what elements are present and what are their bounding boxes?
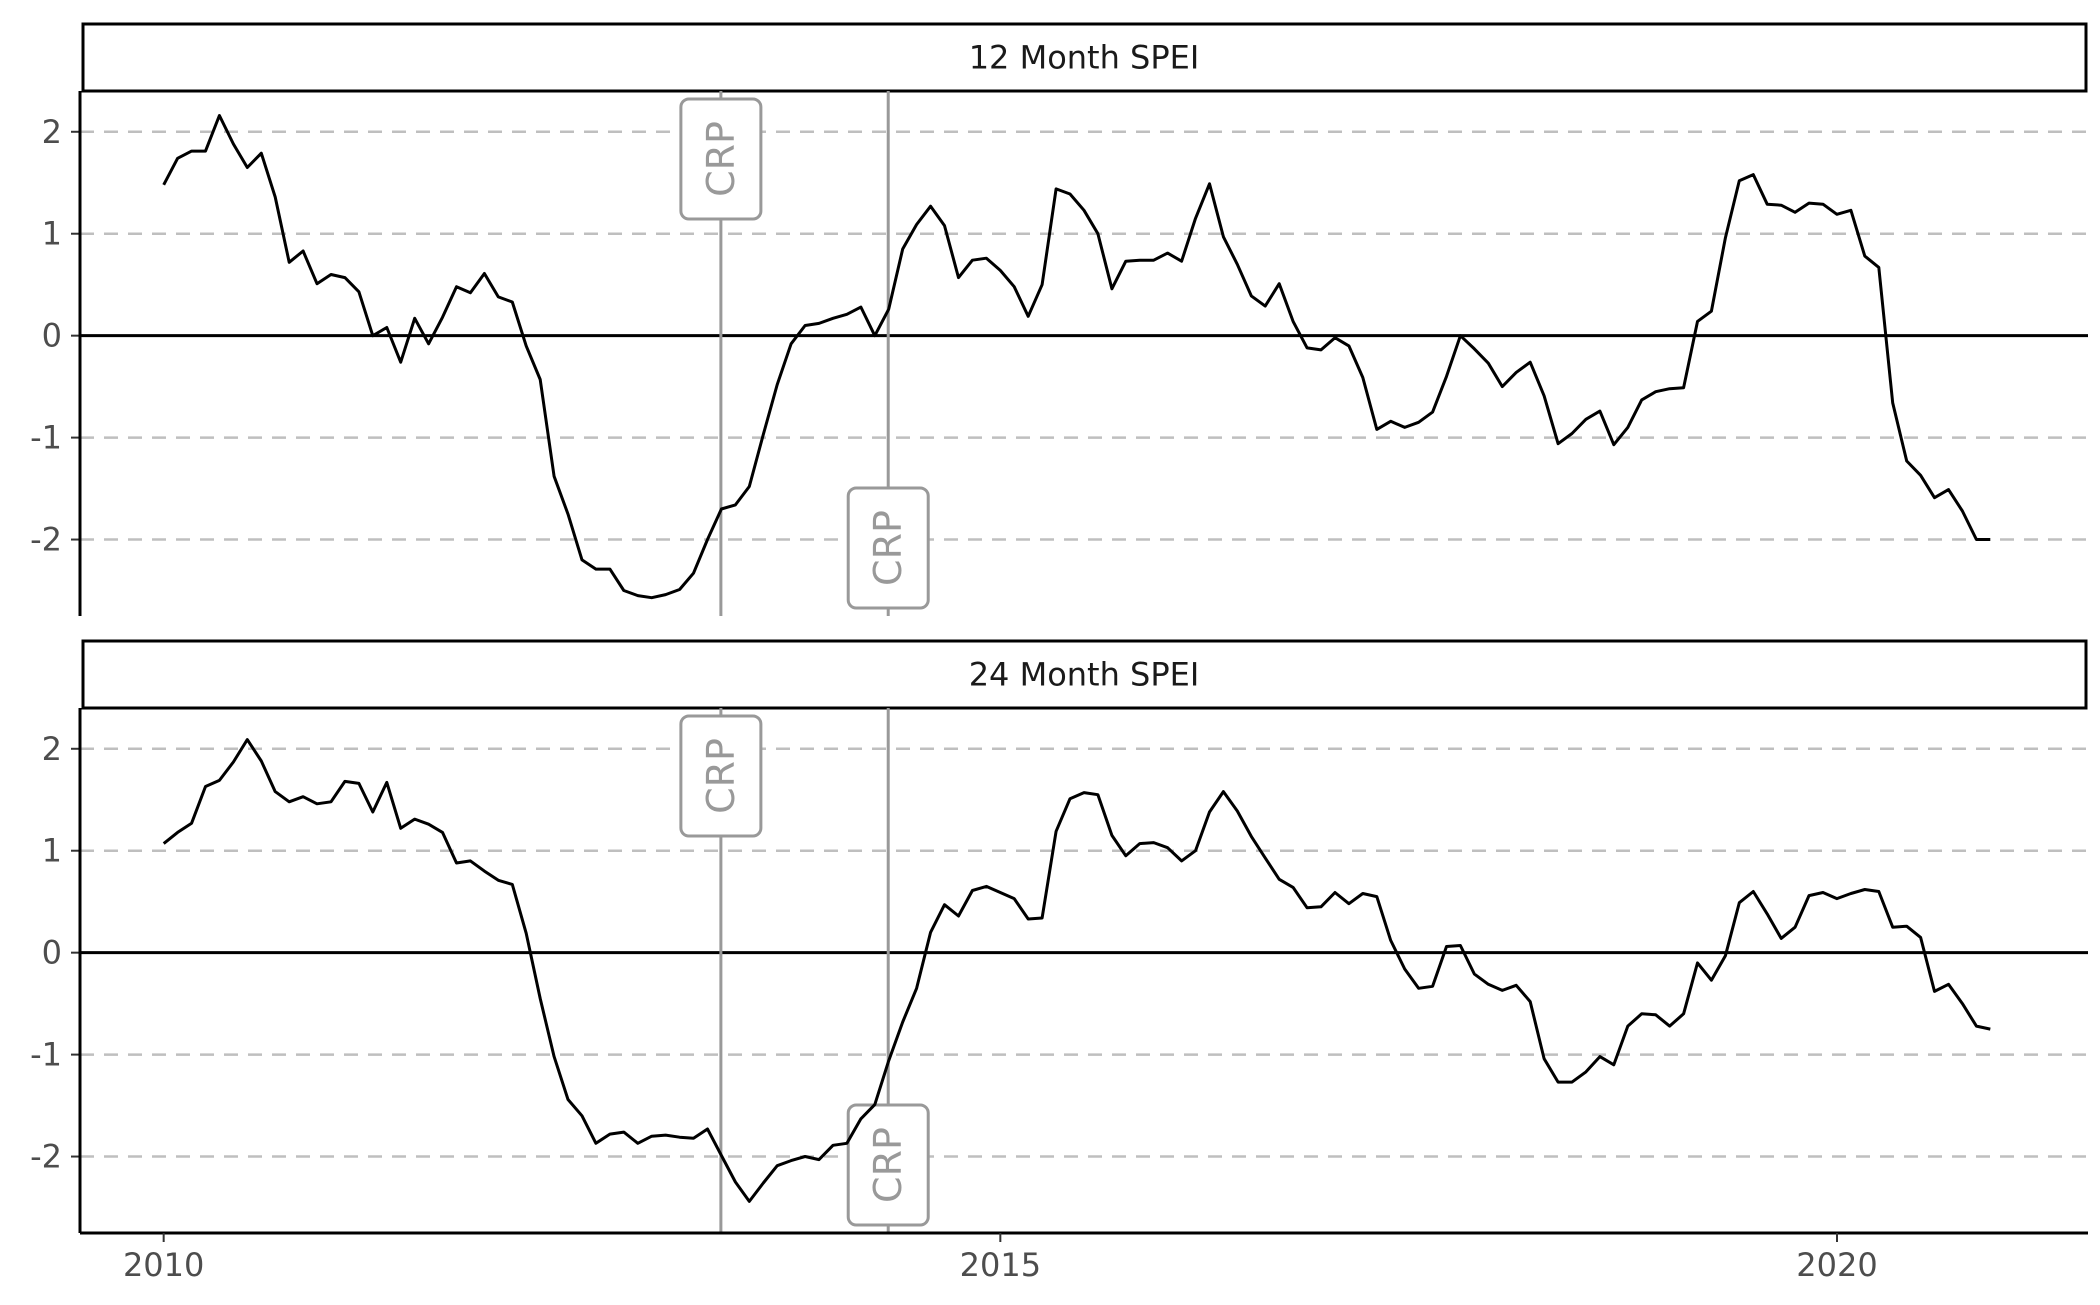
crp-label: CRP <box>866 510 910 586</box>
crp-label: CRP <box>699 121 743 197</box>
crp-label-box <box>846 486 930 610</box>
y-tick-label: -2 <box>30 521 62 559</box>
crp-label: CRP <box>866 1127 910 1203</box>
y-tick-label: 1 <box>42 215 62 253</box>
crp-label-box <box>679 97 763 221</box>
x-tick-label: 2020 <box>1796 1246 1877 1284</box>
y-tick-label: -1 <box>30 1036 62 1074</box>
panel-strip <box>81 22 2088 93</box>
y-tick-label: 0 <box>42 934 62 972</box>
x-tick-label: 2015 <box>960 1246 1041 1284</box>
crp-label-box <box>846 1103 930 1227</box>
panel-title: 12 Month SPEI <box>969 39 1200 77</box>
y-tick-label: -1 <box>30 419 62 457</box>
y-tick-label: 1 <box>42 832 62 870</box>
crp-label: CRP <box>699 738 743 814</box>
crp-label-box <box>679 714 763 838</box>
panel-2: 24 Month SPEI 2 1 0 -1 -2 CRP CRP 2010 2015 2020 <box>30 639 2088 1284</box>
spei-series-line <box>162 738 1991 1203</box>
x-tick-label: 2010 <box>123 1246 204 1284</box>
y-tick-label: 2 <box>42 113 62 151</box>
panel-1: 12 Month SPEI 2 1 0 -1 -2 CRP CRP <box>30 22 2088 616</box>
y-tick-label: 2 <box>42 730 62 768</box>
y-tick-label: -2 <box>30 1138 62 1176</box>
y-tick-label: 0 <box>42 317 62 355</box>
panel-strip <box>81 639 2088 710</box>
spei-series-line <box>162 114 1991 600</box>
panel-title: 24 Month SPEI <box>969 656 1200 694</box>
